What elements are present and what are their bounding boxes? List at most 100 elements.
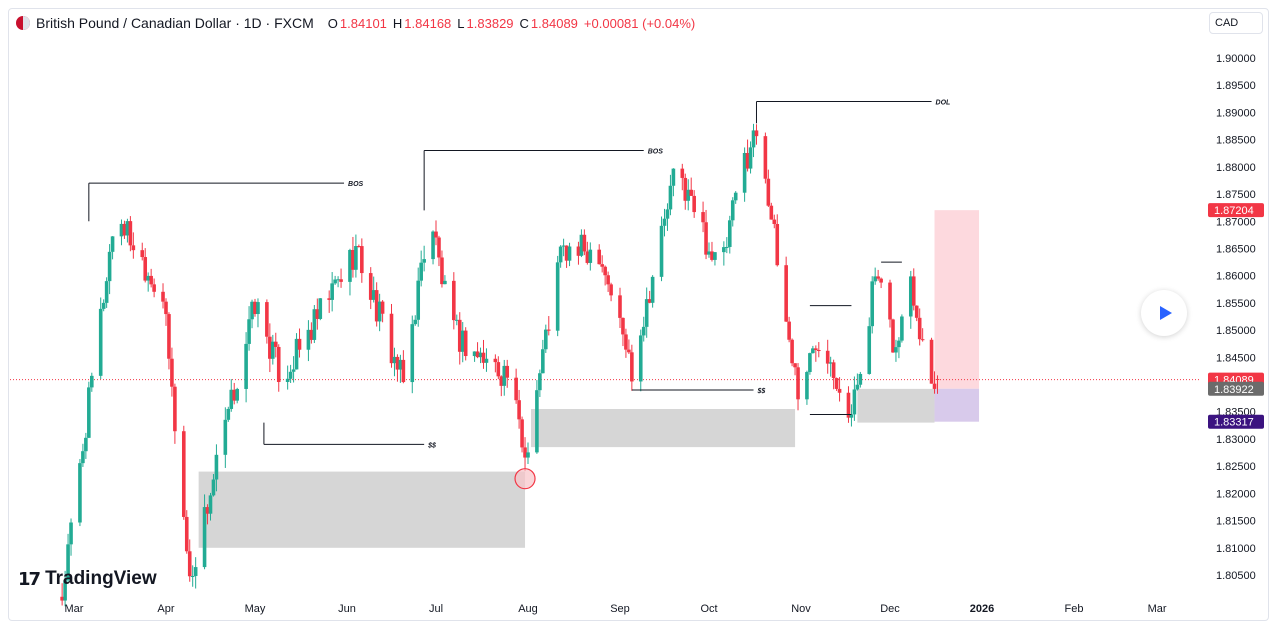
candle-body[interactable] bbox=[285, 378, 290, 383]
candle-body[interactable] bbox=[271, 341, 275, 359]
candle-body[interactable] bbox=[579, 234, 584, 256]
candle-body[interactable] bbox=[870, 281, 875, 327]
candle-body[interactable] bbox=[662, 218, 667, 226]
imbalance-zone[interactable] bbox=[198, 471, 526, 548]
candle-body[interactable] bbox=[544, 329, 548, 350]
candle-body[interactable] bbox=[223, 419, 228, 455]
candle-body[interactable] bbox=[784, 265, 788, 322]
candle-body[interactable] bbox=[410, 324, 415, 383]
candle-body[interactable] bbox=[891, 319, 895, 353]
candle-body[interactable] bbox=[564, 245, 569, 261]
candle-body[interactable] bbox=[627, 349, 631, 353]
candle-body[interactable] bbox=[235, 388, 240, 401]
candle-body[interactable] bbox=[265, 302, 269, 337]
candle-body[interactable] bbox=[725, 246, 729, 248]
imbalance-zone[interactable] bbox=[857, 388, 935, 423]
candle-body[interactable] bbox=[454, 319, 459, 321]
candle-body[interactable] bbox=[517, 400, 521, 420]
candle-body[interactable] bbox=[229, 389, 234, 409]
candle-body[interactable] bbox=[348, 249, 352, 282]
candle-body[interactable] bbox=[638, 335, 643, 382]
candle-body[interactable] bbox=[733, 192, 738, 201]
candle-body[interactable] bbox=[416, 280, 421, 320]
tradingview-logo[interactable]: 17 TradingView bbox=[18, 568, 157, 590]
candle-body[interactable] bbox=[66, 544, 70, 581]
candle-body[interactable] bbox=[190, 575, 195, 577]
candle-body[interactable] bbox=[315, 309, 320, 319]
price-tag-entry[interactable] bbox=[1208, 381, 1264, 396]
candle-body[interactable] bbox=[600, 264, 604, 267]
candle-body[interactable] bbox=[867, 326, 872, 374]
candle-body[interactable] bbox=[932, 383, 937, 389]
candle-body[interactable] bbox=[888, 282, 892, 320]
candle-body[interactable] bbox=[253, 301, 257, 315]
candle-body[interactable] bbox=[745, 152, 750, 169]
candle-body[interactable] bbox=[917, 317, 922, 340]
candle-body[interactable] bbox=[273, 341, 278, 347]
candle-body[interactable] bbox=[107, 251, 112, 282]
candle-body[interactable] bbox=[535, 390, 539, 453]
candle-body[interactable] bbox=[665, 209, 670, 219]
candle-body[interactable] bbox=[814, 348, 818, 351]
candle-body[interactable] bbox=[149, 275, 153, 285]
candle-body[interactable] bbox=[914, 305, 919, 318]
candle-body[interactable] bbox=[496, 362, 501, 377]
candle-body[interactable] bbox=[499, 376, 504, 386]
candle-body[interactable] bbox=[247, 319, 251, 344]
candle-body[interactable] bbox=[440, 257, 444, 285]
candle-body[interactable] bbox=[935, 379, 940, 381]
candle-body[interactable] bbox=[339, 279, 343, 282]
candle-body[interactable] bbox=[84, 437, 88, 452]
candle-body[interactable] bbox=[523, 447, 527, 458]
candle-body[interactable] bbox=[181, 431, 186, 517]
candle-body[interactable] bbox=[787, 321, 791, 340]
candle-body[interactable] bbox=[392, 356, 397, 364]
candle-body[interactable] bbox=[808, 353, 812, 373]
candle-body[interactable] bbox=[484, 358, 489, 363]
candle-body[interactable] bbox=[526, 452, 530, 458]
candle-body[interactable] bbox=[457, 319, 462, 352]
candle-body[interactable] bbox=[101, 302, 106, 309]
candle-body[interactable] bbox=[164, 301, 168, 315]
candle-body[interactable] bbox=[707, 251, 711, 255]
annotation-label[interactable]: BOS bbox=[348, 181, 364, 188]
position-stop-zone[interactable] bbox=[934, 388, 980, 422]
candle-body[interactable] bbox=[897, 340, 901, 348]
candle-body[interactable] bbox=[834, 378, 839, 389]
candle-body[interactable] bbox=[576, 246, 581, 256]
candle-body[interactable] bbox=[187, 551, 192, 577]
candle-body[interactable] bbox=[398, 359, 403, 370]
candle-body[interactable] bbox=[754, 130, 759, 137]
candle-body[interactable] bbox=[205, 507, 210, 514]
candle-body[interactable] bbox=[730, 200, 735, 221]
candle-body[interactable] bbox=[911, 276, 916, 306]
candle-body[interactable] bbox=[520, 419, 524, 448]
candle-body[interactable] bbox=[98, 308, 103, 376]
annotation-label[interactable]: $$ bbox=[427, 442, 436, 449]
candle-body[interactable] bbox=[831, 362, 836, 379]
candle-body[interactable] bbox=[879, 278, 883, 283]
candle-body[interactable] bbox=[81, 451, 85, 464]
candle-body[interactable] bbox=[609, 284, 613, 296]
candle-body[interactable] bbox=[377, 301, 382, 322]
candle-body[interactable] bbox=[167, 314, 171, 359]
candle-body[interactable] bbox=[742, 152, 747, 193]
candle-body[interactable] bbox=[413, 319, 418, 325]
candle-body[interactable] bbox=[894, 347, 898, 353]
candle-body[interactable] bbox=[603, 266, 607, 276]
candle-body[interactable] bbox=[481, 352, 486, 363]
candle-body[interactable] bbox=[846, 392, 851, 418]
candle-body[interactable] bbox=[805, 372, 809, 400]
candle-body[interactable] bbox=[546, 329, 551, 331]
candle-body[interactable] bbox=[478, 352, 483, 358]
price-tag-take-profit[interactable] bbox=[1208, 203, 1264, 218]
annotation-label[interactable]: $$ bbox=[757, 388, 766, 395]
candle-body[interactable] bbox=[686, 189, 691, 201]
candle-body[interactable] bbox=[360, 246, 364, 274]
candle-body[interactable] bbox=[152, 284, 156, 292]
candle-body[interactable] bbox=[333, 279, 337, 284]
candle-body[interactable] bbox=[472, 351, 477, 357]
candle-body[interactable] bbox=[401, 359, 406, 383]
candle-body[interactable] bbox=[78, 463, 82, 523]
